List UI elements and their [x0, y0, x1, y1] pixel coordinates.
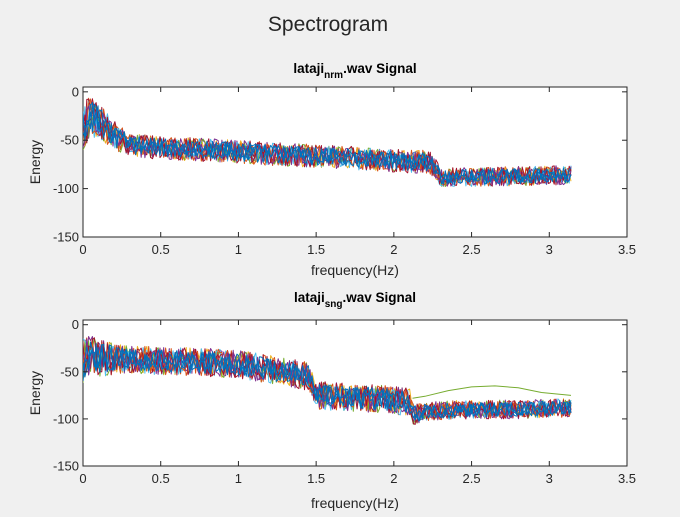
y-tick-label: -100 — [53, 411, 79, 426]
x-tick-label: 1.5 — [307, 471, 325, 486]
top-plot-area — [83, 97, 572, 187]
y-tick-label: -50 — [60, 364, 79, 379]
spectrum-line-9 — [83, 102, 572, 186]
bottom-plot-area — [83, 336, 572, 425]
bottom-axes-title: latajisng.wav Signal — [294, 290, 416, 310]
bottom-title-subscript: sng — [325, 299, 343, 310]
bottom-subplot: 0 0.5 1 1.5 2 2.5 3 3.5 0 -50 -100 -150 latajisng.w… — [27, 290, 636, 511]
top-x-axis-label: frequency(Hz) — [311, 262, 399, 278]
x-tick-label: 2 — [390, 242, 397, 257]
x-tick-label: 1 — [235, 242, 242, 257]
y-tick-label: -100 — [53, 181, 79, 196]
bottom-title-base: lataji — [294, 290, 325, 305]
spectrum-line-11 — [83, 342, 572, 422]
bottom-y-axis-label: Energy — [27, 371, 43, 415]
x-tick-label: 2 — [390, 471, 397, 486]
figure-title: Spectrogram — [268, 13, 388, 36]
bottom-title-suffix: .wav Signal — [343, 290, 417, 305]
series-group — [83, 336, 572, 425]
bottom-ticks: 0 0.5 1 1.5 2 2.5 3 3.5 0 -50 -100 -150 — [53, 317, 636, 486]
x-tick-label: 0 — [79, 242, 86, 257]
x-tick-label: 3 — [546, 242, 553, 257]
y-tick-label: -150 — [53, 459, 79, 474]
x-tick-label: 2.5 — [463, 242, 481, 257]
green-bump-line — [412, 385, 572, 399]
top-subplot: 0 0.5 1 1.5 2 2.5 3 3.5 0 -50 -100 -150 latajinrm.w… — [27, 61, 636, 278]
x-tick-label: 0.5 — [152, 471, 170, 486]
x-tick-label: 0 — [79, 471, 86, 486]
series-group — [83, 97, 572, 187]
top-ticks: 0 0.5 1 1.5 2 2.5 3 3.5 0 -50 -100 -150 — [53, 84, 636, 257]
x-tick-label: 0.5 — [152, 242, 170, 257]
x-tick-label: 3.5 — [618, 242, 636, 257]
y-tick-label: -150 — [53, 230, 79, 245]
spectrum-line-12 — [83, 101, 572, 185]
y-tick-label: 0 — [72, 84, 79, 99]
top-title-base: lataji — [293, 61, 324, 76]
x-tick-label: 1 — [235, 471, 242, 486]
spectrum-line-12 — [83, 341, 572, 421]
x-tick-label: 3 — [546, 471, 553, 486]
top-axes-title: latajinrm.wav Signal — [293, 61, 416, 81]
x-tick-label: 1.5 — [307, 242, 325, 257]
x-tick-label: 3.5 — [618, 471, 636, 486]
bottom-x-axis-label: frequency(Hz) — [311, 495, 399, 511]
spectrum-line-11 — [83, 103, 572, 185]
top-title-subscript: nrm — [324, 70, 343, 81]
x-tick-label: 2.5 — [463, 471, 481, 486]
y-tick-label: -50 — [60, 133, 79, 148]
top-y-axis-label: Energy — [27, 140, 43, 184]
top-title-suffix: .wav Signal — [343, 61, 417, 76]
y-tick-label: 0 — [72, 317, 79, 332]
